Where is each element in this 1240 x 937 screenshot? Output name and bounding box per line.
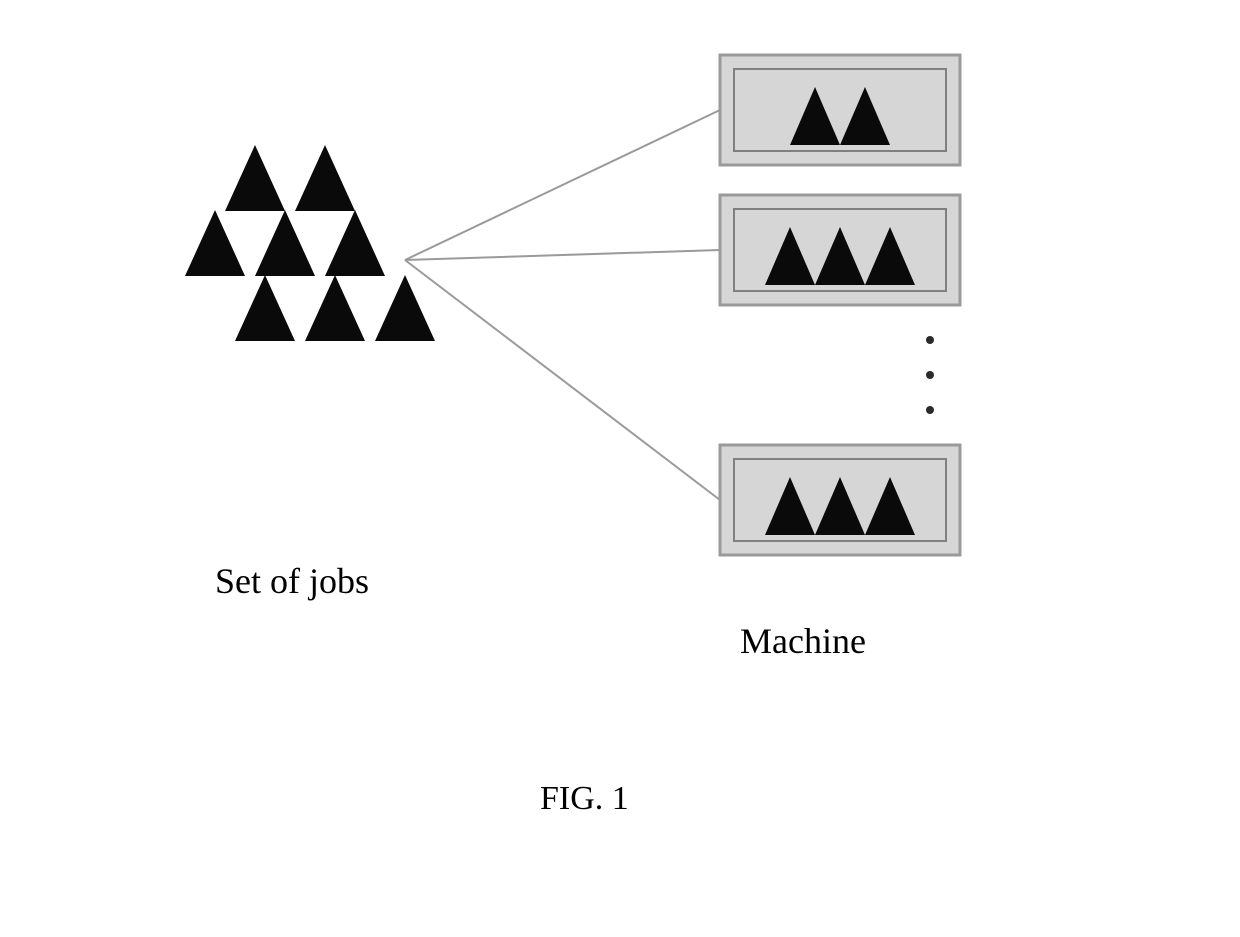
machine-label: Machine [740,620,866,662]
jobs-label: Set of jobs [215,560,369,602]
diagram-canvas: Set of jobs Machine FIG. 1 [0,0,1240,937]
figure-label: FIG. 1 [540,780,629,818]
